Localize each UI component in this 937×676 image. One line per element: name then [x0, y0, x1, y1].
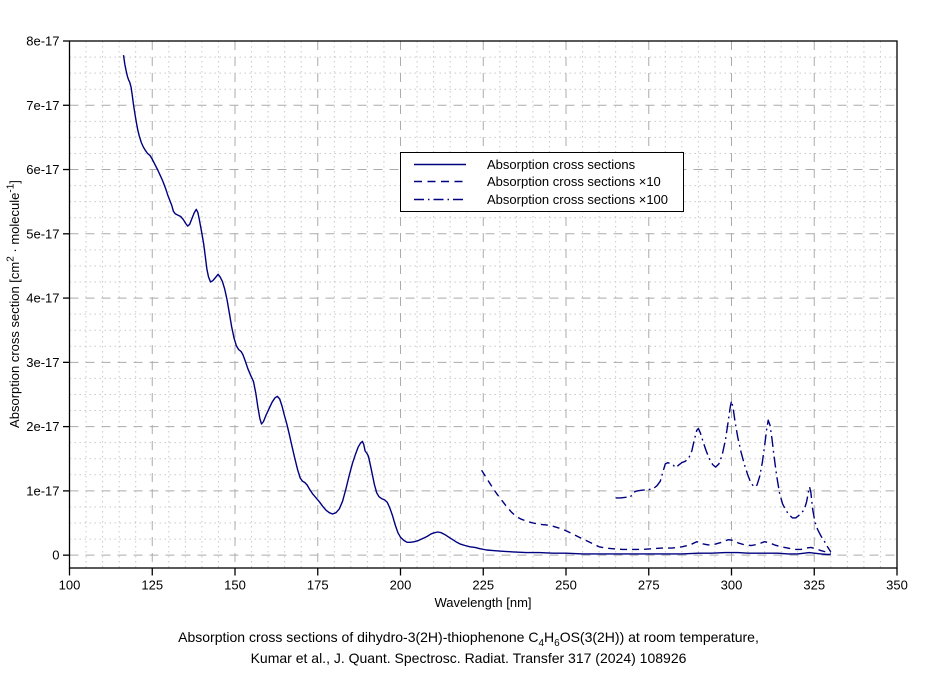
y-tick-label: 2e-17	[26, 419, 59, 434]
y-axis-title: Absorption cross section [cm2 · molecule…	[6, 0, 26, 614]
x-tick-label: 225	[472, 578, 494, 593]
x-tick-label: 350	[886, 578, 908, 593]
y-tick-label: 7e-17	[26, 98, 59, 113]
y-tick-label: 0	[52, 548, 59, 563]
y-tick-label: 6e-17	[26, 162, 59, 177]
y-tick-label: 8e-17	[26, 34, 59, 49]
y-tick-label: 5e-17	[26, 226, 59, 241]
absorption-x10-curve	[481, 469, 831, 554]
legend-entry-absorption: Absorption cross sections	[413, 156, 683, 173]
x-tick-label: 175	[307, 578, 329, 593]
x-tick-label: 100	[59, 578, 81, 593]
legend-line-dashdot-icon	[414, 198, 466, 201]
y-axis-title-text: Absorption cross section [cm2 · molecule…	[6, 180, 23, 428]
x-tick-label: 325	[803, 578, 825, 593]
legend-entry-absorption-x100: Absorption cross sections ×100	[413, 191, 683, 208]
x-tick-label: 200	[390, 578, 412, 593]
legend-line-solid-icon	[414, 163, 466, 166]
caption-line-1: Absorption cross sections of dihydro-3(2…	[0, 629, 937, 649]
absorption-curve	[122, 54, 831, 556]
x-axis-title: Wavelength [nm]	[434, 595, 532, 610]
x-tick-label: 300	[721, 578, 743, 593]
y-tick-label: 1e-17	[26, 483, 59, 498]
caption-line-2: Kumar et al., J. Quant. Spectrosc. Radia…	[250, 650, 687, 666]
legend: Absorption cross sections Absorption cro…	[400, 152, 684, 212]
x-tick-label: 275	[638, 578, 660, 593]
caption-line-1-text: Absorption cross sections of dihydro-3(2…	[178, 629, 759, 649]
absorption-x100-curve	[615, 400, 832, 553]
x-tick-label: 125	[141, 578, 163, 593]
legend-line-dashed-icon	[414, 181, 466, 183]
legend-label: Absorption cross sections ×10	[487, 174, 661, 190]
legend-label: Absorption cross sections ×100	[487, 191, 669, 207]
chart-canvas: 100 125 150 175 200 225 250 275 300 325 350 0 1e-17 2…	[26, 34, 908, 593]
y-tick-label: 3e-17	[26, 355, 59, 370]
x-tick-label: 250	[555, 578, 577, 593]
legend-label: Absorption cross sections	[487, 157, 636, 173]
legend-entry-absorption-x10: Absorption cross sections ×10	[413, 173, 683, 190]
y-tick-label: 4e-17	[26, 291, 59, 306]
x-tick-label: 150	[224, 578, 246, 593]
